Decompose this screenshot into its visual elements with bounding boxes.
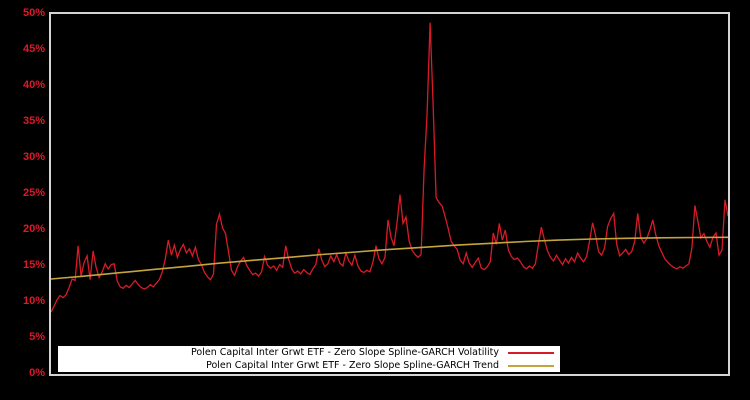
legend-label-volatility: Polen Capital Inter Grwt ETF - Zero Slop… <box>191 347 499 358</box>
y-tick-label: 15% <box>22 259 45 271</box>
y-tick-label: 10% <box>22 295 45 307</box>
trend-series-line <box>51 236 728 280</box>
y-tick-label: 50% <box>22 7 45 19</box>
volatility-series-line <box>51 22 728 313</box>
plot-area: Polen Capital Inter Grwt ETF - Zero Slop… <box>49 12 730 376</box>
y-tick-label: 20% <box>22 223 45 235</box>
volatility-line-sample-icon <box>508 351 554 354</box>
legend-label-trend: Polen Capital Inter Grwt ETF - Zero Slop… <box>206 360 499 371</box>
y-tick-label: 30% <box>22 151 45 163</box>
series-plot <box>51 22 728 313</box>
y-tick-label: 5% <box>29 331 45 343</box>
y-tick-label: 40% <box>22 79 45 91</box>
legend: Polen Capital Inter Grwt ETF - Zero Slop… <box>58 346 560 372</box>
y-tick-label: 35% <box>22 115 45 127</box>
y-tick-label: 0% <box>29 367 45 379</box>
y-tick-label: 25% <box>22 187 45 199</box>
legend-row-trend: Polen Capital Inter Grwt ETF - Zero Slop… <box>58 359 560 372</box>
y-tick-label: 45% <box>22 43 45 55</box>
trend-line-sample-icon <box>508 364 554 367</box>
legend-row-volatility: Polen Capital Inter Grwt ETF - Zero Slop… <box>58 346 560 359</box>
